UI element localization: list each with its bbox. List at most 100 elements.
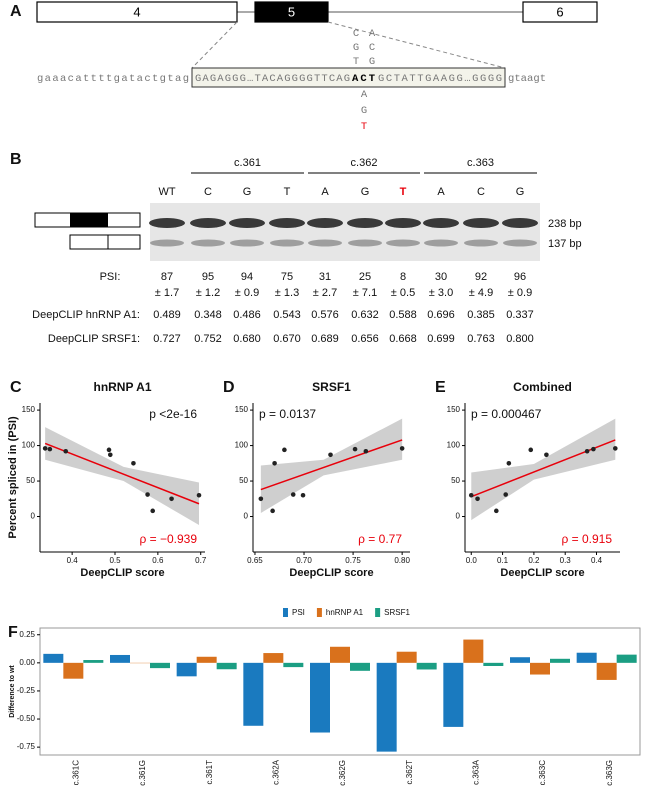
point [352, 446, 358, 452]
legend-swatch [283, 608, 288, 617]
cell: 25 [359, 271, 371, 283]
point [282, 447, 287, 453]
cell: 0.752 [194, 333, 222, 345]
exon [36, 1, 238, 23]
cell: 92 [475, 271, 487, 283]
sequence: GCTATTGAAGG…GGGG [378, 73, 502, 85]
lane-label: A [437, 186, 445, 198]
cell: 0.348 [194, 309, 222, 321]
chart-title: hnRNP A1 [93, 380, 151, 394]
bar [150, 662, 170, 669]
cell: 8 [400, 271, 406, 283]
sequence: GAGAGGG…TACAGGGGTTCAG [195, 73, 350, 85]
bar [330, 646, 350, 663]
x-tick-label: 0.1 [497, 556, 509, 565]
y-tick-label: 150 [22, 405, 36, 414]
fit-line [260, 439, 403, 491]
cell: 0.385 [467, 309, 495, 321]
legend-label: hnRNP A1 [326, 608, 364, 617]
exon-label: 6 [556, 4, 563, 19]
point [107, 452, 113, 458]
x-axis-title: DeepCLIP score [80, 567, 164, 579]
band-size: 137 bp [548, 238, 582, 250]
legend-swatch [316, 608, 322, 617]
y-tick-label: 50 [451, 476, 460, 485]
exon [522, 1, 598, 23]
bar [243, 662, 264, 726]
panel-label: C [10, 379, 22, 396]
variant: T [353, 56, 359, 68]
gel-band [463, 218, 499, 228]
exon-label: 5 [288, 4, 295, 19]
gel-band [149, 218, 185, 228]
cell: ± 1.3 [275, 287, 299, 299]
gel-band [348, 239, 382, 247]
x-tick-label: 0.4 [591, 556, 603, 565]
cell: 0.727 [153, 333, 181, 345]
cell: 0.543 [273, 309, 301, 321]
row-label: DeepCLIP SRSF1: [48, 333, 140, 345]
bar [510, 657, 530, 663]
confidence-band [45, 427, 200, 526]
point [506, 461, 512, 466]
row-label: PSI: [100, 271, 121, 283]
point [42, 446, 48, 451]
x-tick-label: 0.3 [560, 556, 572, 565]
cell: 0.699 [427, 333, 455, 345]
y-tick-label: 150 [235, 405, 249, 414]
y-tick-label: 0.25 [19, 630, 35, 639]
panel-label: D [223, 379, 235, 396]
variant: A [361, 89, 368, 101]
point [290, 492, 296, 497]
cell: 30 [435, 271, 447, 283]
zoom-line [327, 21, 506, 69]
y-tick-label: -0.25 [17, 686, 36, 695]
bar [196, 656, 217, 663]
lane-label: T [400, 186, 407, 198]
y-tick-label: 0.00 [19, 658, 35, 667]
y-tick-label: 0 [456, 512, 461, 521]
cell: 95 [202, 271, 214, 283]
sequence: gtaagt [508, 73, 546, 85]
cell: 0.689 [311, 333, 339, 345]
lane-label: C [204, 186, 212, 198]
bar [350, 662, 370, 671]
x-tick-label: 0.2 [528, 556, 540, 565]
point [363, 448, 369, 454]
bar [283, 662, 304, 668]
variant: C [353, 28, 359, 40]
point [528, 447, 534, 453]
chart-title: Combined [513, 380, 572, 394]
cell: 31 [319, 271, 331, 283]
x-tick-label: c.363A [471, 759, 480, 785]
point [272, 461, 277, 466]
gel-band [423, 218, 459, 228]
x-tick-label: c.363G [605, 760, 614, 786]
point [169, 496, 174, 502]
x-tick-label: 0.6 [152, 556, 164, 565]
cell: 87 [161, 271, 173, 283]
y-tick-label: 50 [26, 476, 35, 485]
y-tick-label: 50 [239, 476, 248, 485]
cell: 0.668 [389, 333, 417, 345]
x-axis-title: DeepCLIP score [289, 567, 373, 579]
bar [463, 639, 484, 663]
x-tick-label: 0.7 [195, 556, 207, 565]
construct-exon [70, 213, 108, 227]
bar [550, 658, 570, 663]
y-tick-label: 0 [31, 512, 36, 521]
variant: G [361, 105, 367, 117]
variant: C [369, 42, 375, 54]
lane-label: G [243, 186, 252, 198]
point [399, 446, 405, 451]
rho: ρ = 0.77 [358, 532, 402, 546]
gel-band [307, 218, 343, 228]
group-label: c.363 [467, 157, 494, 169]
x-tick-label: c.362A [271, 759, 280, 785]
bar [576, 652, 597, 663]
y-tick-label: -0.50 [17, 714, 36, 723]
y-tick-label: 0 [244, 512, 249, 521]
y-tick-label: 100 [447, 441, 461, 450]
panel-label: A [10, 3, 22, 20]
panel-label: F [8, 624, 18, 641]
